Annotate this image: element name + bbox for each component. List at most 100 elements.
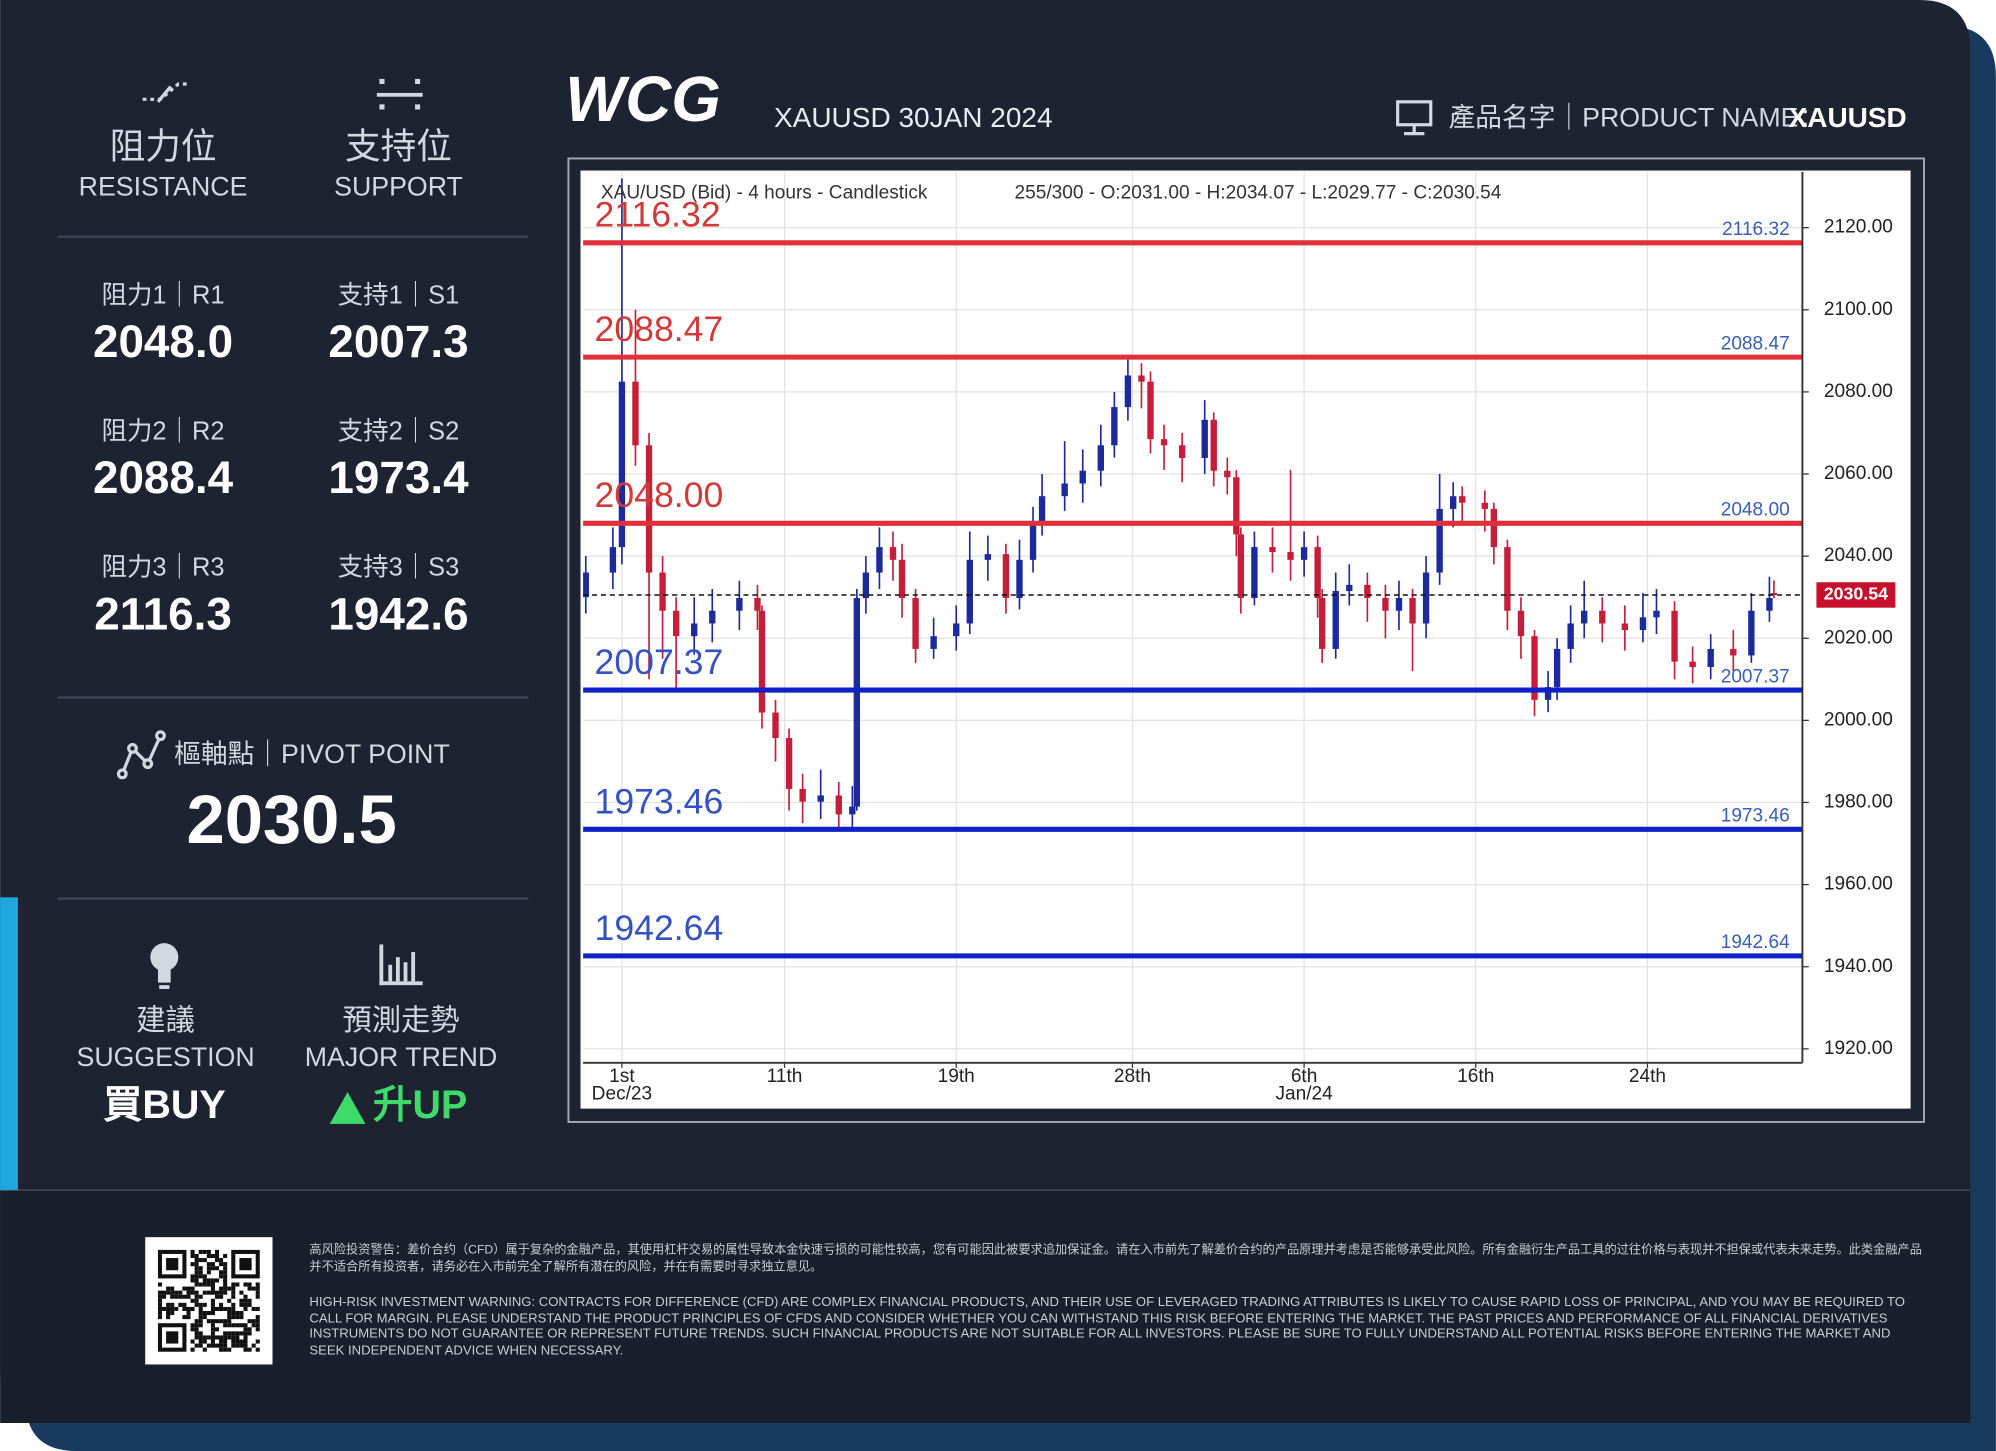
trend-zh: 預測走勢	[343, 1004, 460, 1037]
candle-body	[1671, 610, 1678, 662]
qr-cell	[227, 1335, 232, 1340]
qr-cell	[214, 1258, 220, 1263]
qr-cell	[227, 1323, 232, 1328]
qr-cell	[198, 1339, 203, 1344]
candle-body	[1300, 547, 1308, 560]
qr-cell	[198, 1306, 203, 1311]
qr-cell	[231, 1286, 236, 1291]
support-en: SUPPORT	[334, 171, 463, 201]
qr-cell	[227, 1298, 232, 1303]
qr-cell	[202, 1347, 207, 1352]
qr-cell	[162, 1306, 167, 1311]
qr-cell	[210, 1302, 215, 1307]
qr-cell	[210, 1253, 215, 1259]
trend-value: 升UP	[373, 1083, 467, 1127]
qr-cell	[194, 1331, 199, 1336]
candle-body	[659, 572, 666, 611]
qr-cell	[166, 1315, 171, 1320]
product-name: XAUUSD	[1789, 102, 1907, 133]
candle-body	[691, 623, 698, 637]
qr-cell	[223, 1347, 228, 1352]
candle-body	[1382, 598, 1389, 611]
qr-cell	[202, 1310, 207, 1316]
level-label: 2007.37	[595, 642, 724, 682]
qr-cell	[170, 1286, 175, 1291]
qr-cell	[190, 1290, 195, 1295]
qr-cell	[223, 1343, 228, 1348]
qr-cell	[251, 1343, 256, 1348]
candle-body	[1210, 419, 1217, 471]
qr-cell	[239, 1310, 244, 1316]
qr-cell	[223, 1319, 228, 1324]
qr-cell	[223, 1282, 228, 1287]
qr-cell	[194, 1270, 199, 1275]
qr-cell	[247, 1302, 252, 1307]
candle-body	[1748, 610, 1755, 656]
qr-cell	[182, 1306, 187, 1311]
qr-cell	[219, 1286, 224, 1291]
qr-cell	[170, 1290, 175, 1295]
resistance-en: RESISTANCE	[79, 171, 248, 201]
logo: WCG	[565, 64, 721, 135]
qr-cell	[243, 1327, 248, 1332]
y-tick-label: 1960.00	[1824, 874, 1893, 895]
qr-cell	[170, 1306, 175, 1311]
qr-cell	[182, 1286, 187, 1291]
y-tick-label: 2100.00	[1824, 299, 1893, 320]
accent-strip	[0, 897, 18, 1191]
disclaimer: 高风险投资警告：差价合约（CFD）属于复杂的金融产品，其使用杠杆交易的属性导致本…	[309, 1242, 1925, 1360]
candle-body	[1481, 502, 1488, 509]
qr-cell	[190, 1253, 195, 1259]
qr-cell	[210, 1298, 215, 1303]
qr-cell	[194, 1266, 199, 1271]
qr-cell	[235, 1343, 240, 1348]
qr-cell	[202, 1274, 207, 1279]
qr-cell	[219, 1347, 224, 1352]
qr-cell	[198, 1249, 203, 1254]
candle-body	[785, 738, 793, 789]
qr-cell	[190, 1306, 195, 1311]
qr-cell	[170, 1294, 175, 1299]
candle-body	[1178, 445, 1186, 459]
x-tick-label: 16th	[1457, 1066, 1494, 1087]
qr-cell	[198, 1282, 203, 1287]
qr-cell	[206, 1343, 211, 1348]
qr-cell	[190, 1274, 195, 1279]
candle-body	[1269, 547, 1276, 553]
qr-pattern	[157, 1249, 260, 1352]
qr-cell	[202, 1249, 207, 1254]
qr-cell	[210, 1282, 215, 1287]
qr-cell	[239, 1302, 244, 1307]
qr-cell	[227, 1286, 232, 1291]
x-tick-label: 11th	[767, 1066, 803, 1087]
left-panel: 阻力位 RESISTANCE 支持位 SUPPORT 阻力1｜R1 2048.0…	[57, 78, 529, 1127]
qr-cell	[190, 1327, 195, 1332]
x-tick-label: 1st	[609, 1066, 635, 1087]
qr-cell	[251, 1306, 256, 1311]
qr-cell	[157, 1302, 163, 1307]
qr-cell	[194, 1262, 199, 1267]
support-zh: 支持位	[345, 126, 452, 166]
qr-cell	[214, 1335, 220, 1340]
qr-cell	[239, 1315, 244, 1320]
qr-cell	[223, 1331, 228, 1336]
qr-cell	[255, 1282, 260, 1287]
qr-cell	[255, 1315, 260, 1320]
product-label: 產品名字｜PRODUCT NAME：	[1449, 103, 1826, 133]
qr-cell	[194, 1282, 199, 1287]
qr-cell	[206, 1249, 211, 1254]
qr-cell	[219, 1339, 224, 1344]
candle-body	[1395, 598, 1403, 611]
level-label-small: 2007.37	[1721, 666, 1790, 687]
candle-body	[1531, 636, 1538, 700]
qr-cell	[243, 1331, 248, 1336]
qr-cell	[198, 1343, 203, 1348]
candle-body	[1147, 381, 1154, 440]
qr-cell	[174, 1294, 179, 1299]
r-value: 2116.3	[94, 588, 232, 639]
candle-body	[709, 610, 716, 624]
qr-cell	[231, 1294, 236, 1299]
qr-cell	[194, 1319, 199, 1324]
r-value: 2048.0	[93, 316, 233, 367]
